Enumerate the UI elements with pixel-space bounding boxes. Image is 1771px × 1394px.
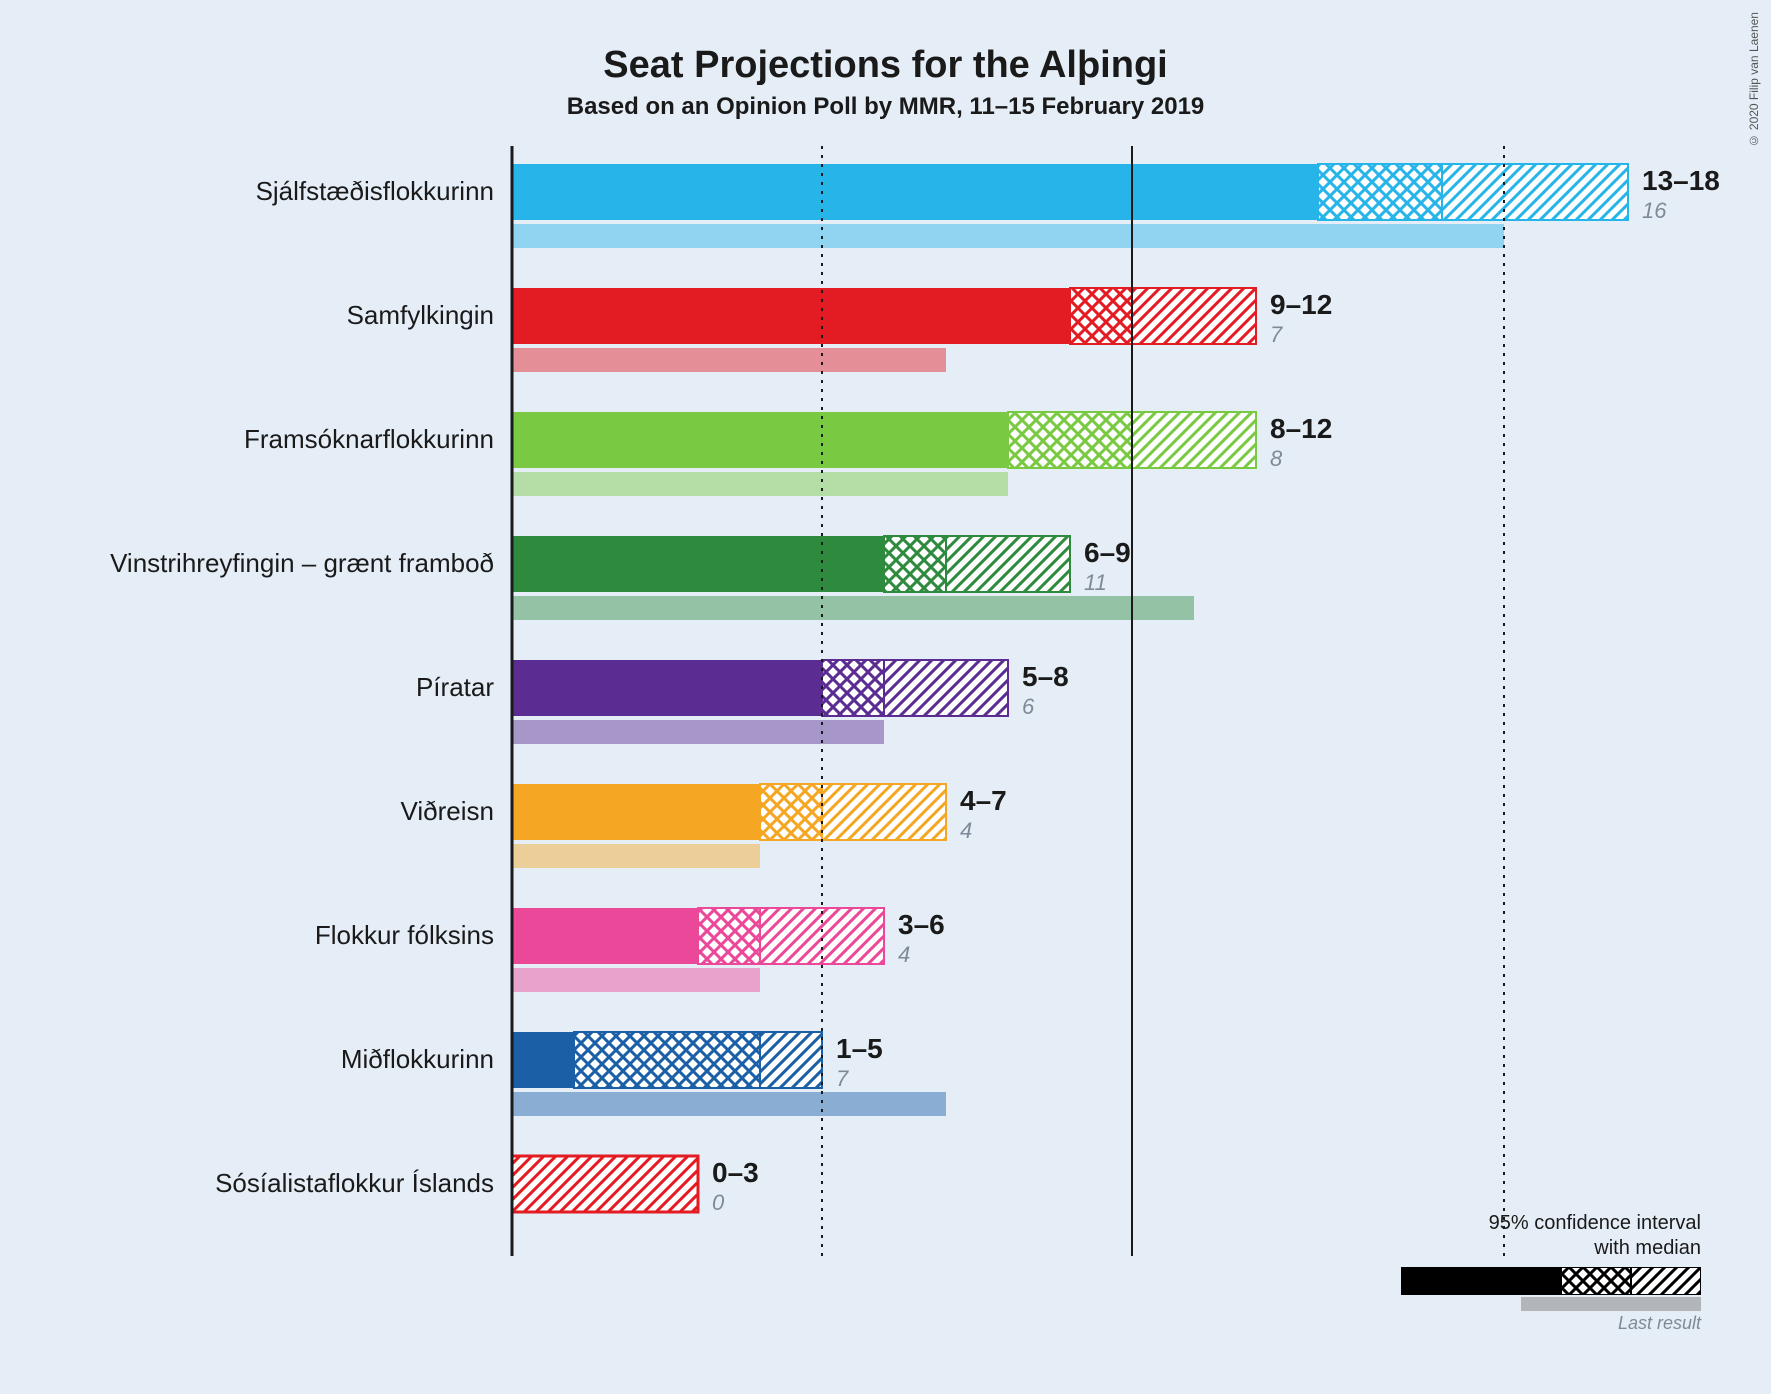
party-label: Vinstrihreyfingin – grænt framboð: [110, 548, 494, 578]
chart-title: Seat Projections for the Alþingi: [0, 0, 1771, 87]
range-label: 9–12: [1270, 289, 1332, 320]
party-bar: [512, 412, 1256, 468]
party-bar: [512, 784, 946, 840]
last-result-bar: [512, 968, 760, 992]
range-label: 0–3: [712, 1157, 759, 1188]
last-result-bar: [512, 720, 884, 744]
last-result-bar: [512, 844, 760, 868]
range-label: 13–18: [1642, 165, 1720, 196]
last-result-bar: [512, 348, 946, 372]
last-label: 11: [1084, 570, 1107, 595]
legend-last-label: Last result: [1341, 1313, 1701, 1334]
chart-subtitle: Based on an Opinion Poll by MMR, 11–15 F…: [0, 87, 1771, 121]
party-label: Framsóknarflokkurinn: [244, 424, 494, 454]
party-label: Sósíalistaflokkur Íslands: [215, 1168, 494, 1198]
seat-projection-chart: Sjálfstæðisflokkurinn 13–1816 Samfylkingin…: [0, 140, 1771, 1320]
party-bar: [512, 1156, 698, 1212]
legend-ci-label: 95% confidence interval with median: [1341, 1211, 1701, 1261]
last-result-bar: [512, 596, 1194, 620]
last-label: 4: [898, 942, 910, 967]
range-label: 6–9: [1084, 537, 1131, 568]
party-label: Samfylkingin: [347, 300, 494, 330]
last-label: 6: [1022, 694, 1035, 719]
party-bar: [512, 164, 1628, 220]
range-label: 1–5: [836, 1033, 883, 1064]
party-label: Sjálfstæðisflokkurinn: [256, 176, 494, 206]
last-label: 7: [836, 1066, 849, 1091]
last-label: 16: [1642, 198, 1667, 223]
last-result-bar: [512, 472, 1008, 496]
party-label: Píratar: [416, 672, 494, 702]
range-label: 3–6: [898, 909, 945, 940]
party-bar: [512, 908, 884, 964]
party-bar: [512, 1032, 822, 1088]
last-result-bar: [512, 1092, 946, 1116]
party-label: Miðflokkurinn: [341, 1044, 494, 1074]
party-bar: [512, 536, 1070, 592]
legend-ci-bar: [1401, 1267, 1701, 1295]
legend-last-bar: [1521, 1297, 1701, 1311]
party-label: Flokkur fólksins: [315, 920, 494, 950]
party-bar: [512, 660, 1008, 716]
range-label: 8–12: [1270, 413, 1332, 444]
last-label: 0: [712, 1190, 725, 1215]
last-result-bar: [512, 224, 1504, 248]
last-label: 7: [1270, 322, 1283, 347]
last-label: 8: [1270, 446, 1283, 471]
party-label: Viðreisn: [401, 796, 494, 826]
legend: 95% confidence interval with median Last…: [1341, 1211, 1701, 1334]
range-label: 5–8: [1022, 661, 1069, 692]
copyright-label: © 2020 Filip van Laenen: [1747, 12, 1761, 147]
party-bar: [512, 288, 1256, 344]
last-label: 4: [960, 818, 972, 843]
range-label: 4–7: [960, 785, 1007, 816]
